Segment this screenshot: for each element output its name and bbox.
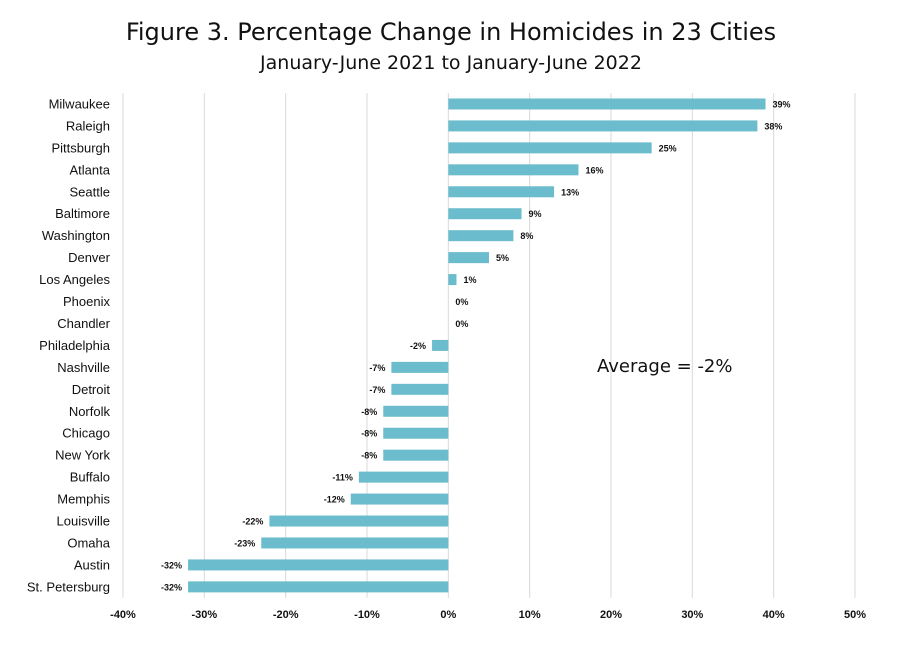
- category-label: Omaha: [67, 535, 110, 550]
- x-tick-label: -30%: [191, 609, 217, 621]
- data-label: 1%: [463, 275, 476, 285]
- category-label: Raleigh: [66, 118, 110, 133]
- bar: [383, 427, 449, 439]
- data-label: 0%: [455, 297, 468, 307]
- data-label: 25%: [659, 143, 677, 153]
- category-label: Pittsburgh: [51, 140, 110, 155]
- data-label: -7%: [369, 363, 385, 373]
- data-label: -8%: [361, 429, 377, 439]
- x-tick-label: 10%: [519, 609, 541, 621]
- data-label: -32%: [161, 582, 182, 592]
- category-label: St. Petersburg: [27, 579, 110, 594]
- x-tick-label: 30%: [681, 609, 703, 621]
- data-label: 39%: [773, 99, 791, 109]
- category-label: Phoenix: [63, 294, 110, 309]
- category-label: Chicago: [62, 426, 110, 441]
- bar: [383, 405, 449, 417]
- data-label: -8%: [361, 407, 377, 417]
- x-tick-label: 40%: [763, 609, 785, 621]
- data-labels: 39% 38% 25% 16% 13% 9% 8% 5% 1% 0% 0% -2% -7% -7% -8% -…: [161, 99, 790, 592]
- category-label: Chandler: [57, 316, 110, 331]
- bar: [448, 142, 652, 154]
- data-label: -2%: [410, 341, 426, 351]
- category-label: Los Angeles: [39, 272, 110, 287]
- bars: [188, 98, 766, 593]
- data-label: 8%: [520, 231, 533, 241]
- bar: [448, 208, 522, 220]
- gridlines: [122, 93, 856, 598]
- category-label: Louisville: [57, 514, 110, 529]
- bar: [448, 98, 766, 110]
- bar: [432, 339, 449, 351]
- category-labels: Milwaukee Raleigh Pittsburgh Atlanta Seattle…: [27, 96, 111, 594]
- bar: [188, 581, 449, 593]
- category-label: Austin: [74, 557, 110, 572]
- category-label: Baltimore: [55, 206, 110, 221]
- category-label: Washington: [42, 228, 110, 243]
- bar: [448, 230, 514, 242]
- bar: [448, 252, 489, 264]
- category-label: Milwaukee: [49, 96, 110, 111]
- data-label: -32%: [161, 560, 182, 570]
- data-label: 38%: [764, 121, 782, 131]
- bar: [358, 471, 449, 483]
- bar: [391, 361, 449, 373]
- category-label: Buffalo: [70, 470, 110, 485]
- x-tick-label: -10%: [354, 609, 380, 621]
- data-label: 13%: [561, 187, 579, 197]
- data-label: -22%: [242, 517, 263, 527]
- data-label: -7%: [369, 385, 385, 395]
- bar: [383, 449, 449, 461]
- x-tick-labels: -40% -30% -20% -10% 0% 10% 20% 30% 40% 50%: [110, 609, 866, 621]
- bar: [448, 274, 457, 286]
- bar: [350, 493, 449, 505]
- category-label: Memphis: [57, 492, 110, 507]
- bar: [188, 559, 449, 571]
- category-label: Atlanta: [70, 162, 111, 177]
- x-tick-label: -20%: [273, 609, 299, 621]
- data-label: 5%: [496, 253, 509, 263]
- category-label: Detroit: [72, 382, 111, 397]
- bar: [448, 186, 555, 198]
- data-label: -12%: [324, 495, 345, 505]
- data-label: 9%: [529, 209, 542, 219]
- category-label: Seattle: [70, 184, 110, 199]
- category-label: New York: [55, 448, 110, 463]
- bar: [391, 383, 449, 395]
- x-tick-label: 50%: [844, 609, 866, 621]
- bar: [269, 515, 449, 527]
- data-label: -8%: [361, 451, 377, 461]
- data-label: 0%: [455, 319, 468, 329]
- chart-title: Figure 3. Percentage Change in Homicides…: [125, 18, 777, 46]
- category-label: Nashville: [57, 360, 110, 375]
- category-label: Denver: [68, 250, 111, 265]
- chart-subtitle: January-June 2021 to January-June 2022: [260, 52, 642, 74]
- average-annotation: Average = -2%: [597, 356, 733, 377]
- bar: [448, 120, 758, 132]
- category-label: Norfolk: [69, 404, 111, 419]
- data-label: -11%: [332, 473, 353, 483]
- bar: [448, 164, 579, 176]
- x-tick-label: 20%: [600, 609, 622, 621]
- category-label: Philadelphia: [39, 338, 111, 353]
- data-label: 16%: [585, 165, 603, 175]
- x-tick-label: -40%: [110, 609, 136, 621]
- bar: [261, 537, 449, 549]
- x-tick-label: 0%: [440, 609, 456, 621]
- data-label: -23%: [234, 538, 255, 548]
